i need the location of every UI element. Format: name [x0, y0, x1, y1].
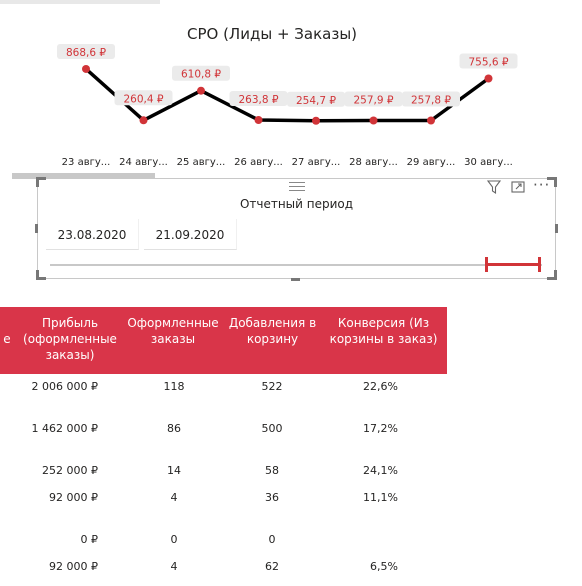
- x-tick-label: 23 авгу...: [62, 157, 111, 168]
- end-date-input[interactable]: 21.09.2020: [144, 219, 237, 250]
- profit-cell: 252 000 ₽: [42, 464, 98, 477]
- profit-cell: 0 ₽: [80, 533, 99, 546]
- x-tick-label: 26 авгу...: [234, 157, 283, 168]
- resize-handle-bottom[interactable]: [291, 278, 300, 281]
- data-label-background: [459, 53, 518, 69]
- conversion-cell: 17,2%: [363, 422, 398, 435]
- date-slider-track[interactable]: [50, 264, 542, 266]
- orders-cell: 118: [163, 380, 185, 393]
- data-label: 263,8 ₽: [238, 94, 278, 106]
- column-header[interactable]: е: [3, 332, 11, 346]
- orders-cell: 4: [170, 491, 178, 504]
- table-row: 2 006 000 ₽ 118 522 22,6%: [0, 380, 447, 400]
- table-header: е Прибыль (оформленные заказы) Оформленн…: [0, 307, 447, 374]
- conversion-cell: 24,1%: [363, 464, 398, 477]
- resize-handle-left[interactable]: [35, 224, 38, 233]
- chart-title: CPO (Лиды + Заказы): [186, 25, 358, 43]
- data-point[interactable]: [139, 116, 148, 125]
- profit-cell: 2 006 000 ₽: [31, 380, 98, 393]
- date-slider-selected-range: [486, 263, 540, 266]
- orders-cell: 4: [170, 560, 178, 573]
- cart-adds-cell: 500: [261, 422, 283, 435]
- cart-adds-cell: 36: [265, 491, 279, 504]
- top-scroll-indicator: [0, 0, 160, 4]
- series-line: [84, 67, 490, 123]
- data-label-background: [344, 91, 403, 107]
- data-label-background: [287, 91, 345, 107]
- data-label: 755,6 ₽: [468, 56, 508, 68]
- x-tick-label: 28 авгу...: [349, 157, 398, 168]
- data-label-background: [402, 91, 460, 107]
- resize-handle-top-left[interactable]: [36, 177, 46, 187]
- data-point[interactable]: [427, 116, 435, 125]
- cart-adds-cell: 62: [265, 560, 279, 573]
- profit-cell: 1 462 000 ₽: [31, 422, 98, 435]
- resize-handle-right[interactable]: [555, 224, 558, 233]
- resize-handle-bottom-left[interactable]: [36, 270, 46, 280]
- resize-handle-top-right[interactable]: [547, 177, 557, 187]
- data-point[interactable]: [484, 74, 493, 83]
- x-tick-label: 29 авгу...: [407, 157, 456, 168]
- data-point[interactable]: [369, 116, 378, 125]
- orders-cell: 86: [167, 422, 181, 435]
- table-row: 252 000 ₽ 14 58 24,1%: [0, 464, 447, 484]
- column-header-conversion[interactable]: Конверсия (Из корзины в заказ): [329, 316, 438, 346]
- data-point[interactable]: [312, 116, 320, 125]
- drag-grip-icon[interactable]: [289, 182, 305, 191]
- data-point[interactable]: [254, 115, 263, 124]
- x-tick-label: 25 авгу...: [177, 157, 226, 168]
- cart-adds-cell: 58: [265, 464, 279, 477]
- slicer-title: Отчетный период: [239, 197, 354, 211]
- cpo-line-chart: 868,6 ₽ 23 авгу... 260,4 ₽ 24 авгу... 610,8 …: [57, 43, 518, 168]
- data-label: 260,4 ₽: [123, 93, 163, 105]
- data-point[interactable]: [82, 64, 90, 73]
- date-slider-start-handle[interactable]: [485, 257, 488, 272]
- date-slider-end-handle[interactable]: [538, 257, 541, 272]
- table-row: 92 000 ₽ 4 36 11,1%: [0, 491, 447, 511]
- column-header-profit[interactable]: Прибыль (оформленные заказы): [23, 316, 117, 362]
- table-row: 0 ₽ 0 0: [0, 533, 447, 553]
- focus-mode-icon[interactable]: [510, 179, 526, 195]
- data-label: 868,6 ₽: [66, 47, 106, 59]
- data-point[interactable]: [197, 86, 205, 95]
- horizontal-scrollbar[interactable]: [12, 173, 155, 179]
- x-tick-label: 27 авгу...: [292, 157, 341, 168]
- column-header-cart-adds[interactable]: Добавления в корзину: [228, 316, 317, 346]
- conversion-cell: 22,6%: [363, 380, 398, 393]
- conversion-cell: 11,1%: [363, 491, 398, 504]
- data-label-background: [229, 90, 288, 106]
- more-options-icon[interactable]: ···: [533, 176, 551, 194]
- cart-adds-cell: 0: [268, 533, 276, 546]
- data-label-background: [114, 90, 173, 106]
- conversion-cell: 6,5%: [370, 560, 398, 573]
- x-tick-label: 24 авгу...: [119, 157, 168, 168]
- filter-icon[interactable]: [486, 179, 502, 195]
- data-label: 257,9 ₽: [353, 94, 393, 106]
- x-tick-label: 30 авгу...: [464, 157, 513, 168]
- cart-adds-cell: 522: [261, 380, 283, 393]
- orders-cell: 14: [167, 464, 181, 477]
- profit-cell: 92 000 ₽: [49, 491, 98, 504]
- data-label: 610,8 ₽: [181, 69, 221, 81]
- data-label-background: [57, 43, 115, 59]
- data-label: 254,7 ₽: [296, 95, 336, 107]
- data-label-background: [172, 65, 230, 81]
- profit-cell: 92 000 ₽: [49, 560, 98, 573]
- start-date-input[interactable]: 23.08.2020: [46, 219, 139, 250]
- data-label: 257,8 ₽: [411, 94, 451, 106]
- date-range-slicer[interactable]: ··· Отчетный период 23.08.2020 21.09.202…: [35, 176, 558, 281]
- column-header-orders[interactable]: Оформленные заказы: [127, 316, 219, 346]
- orders-cell: 0: [170, 533, 178, 546]
- table-row: 92 000 ₽ 4 62 6,5%: [0, 560, 447, 580]
- resize-handle-bottom-right[interactable]: [547, 270, 557, 280]
- table-row: 1 462 000 ₽ 86 500 17,2%: [0, 422, 447, 442]
